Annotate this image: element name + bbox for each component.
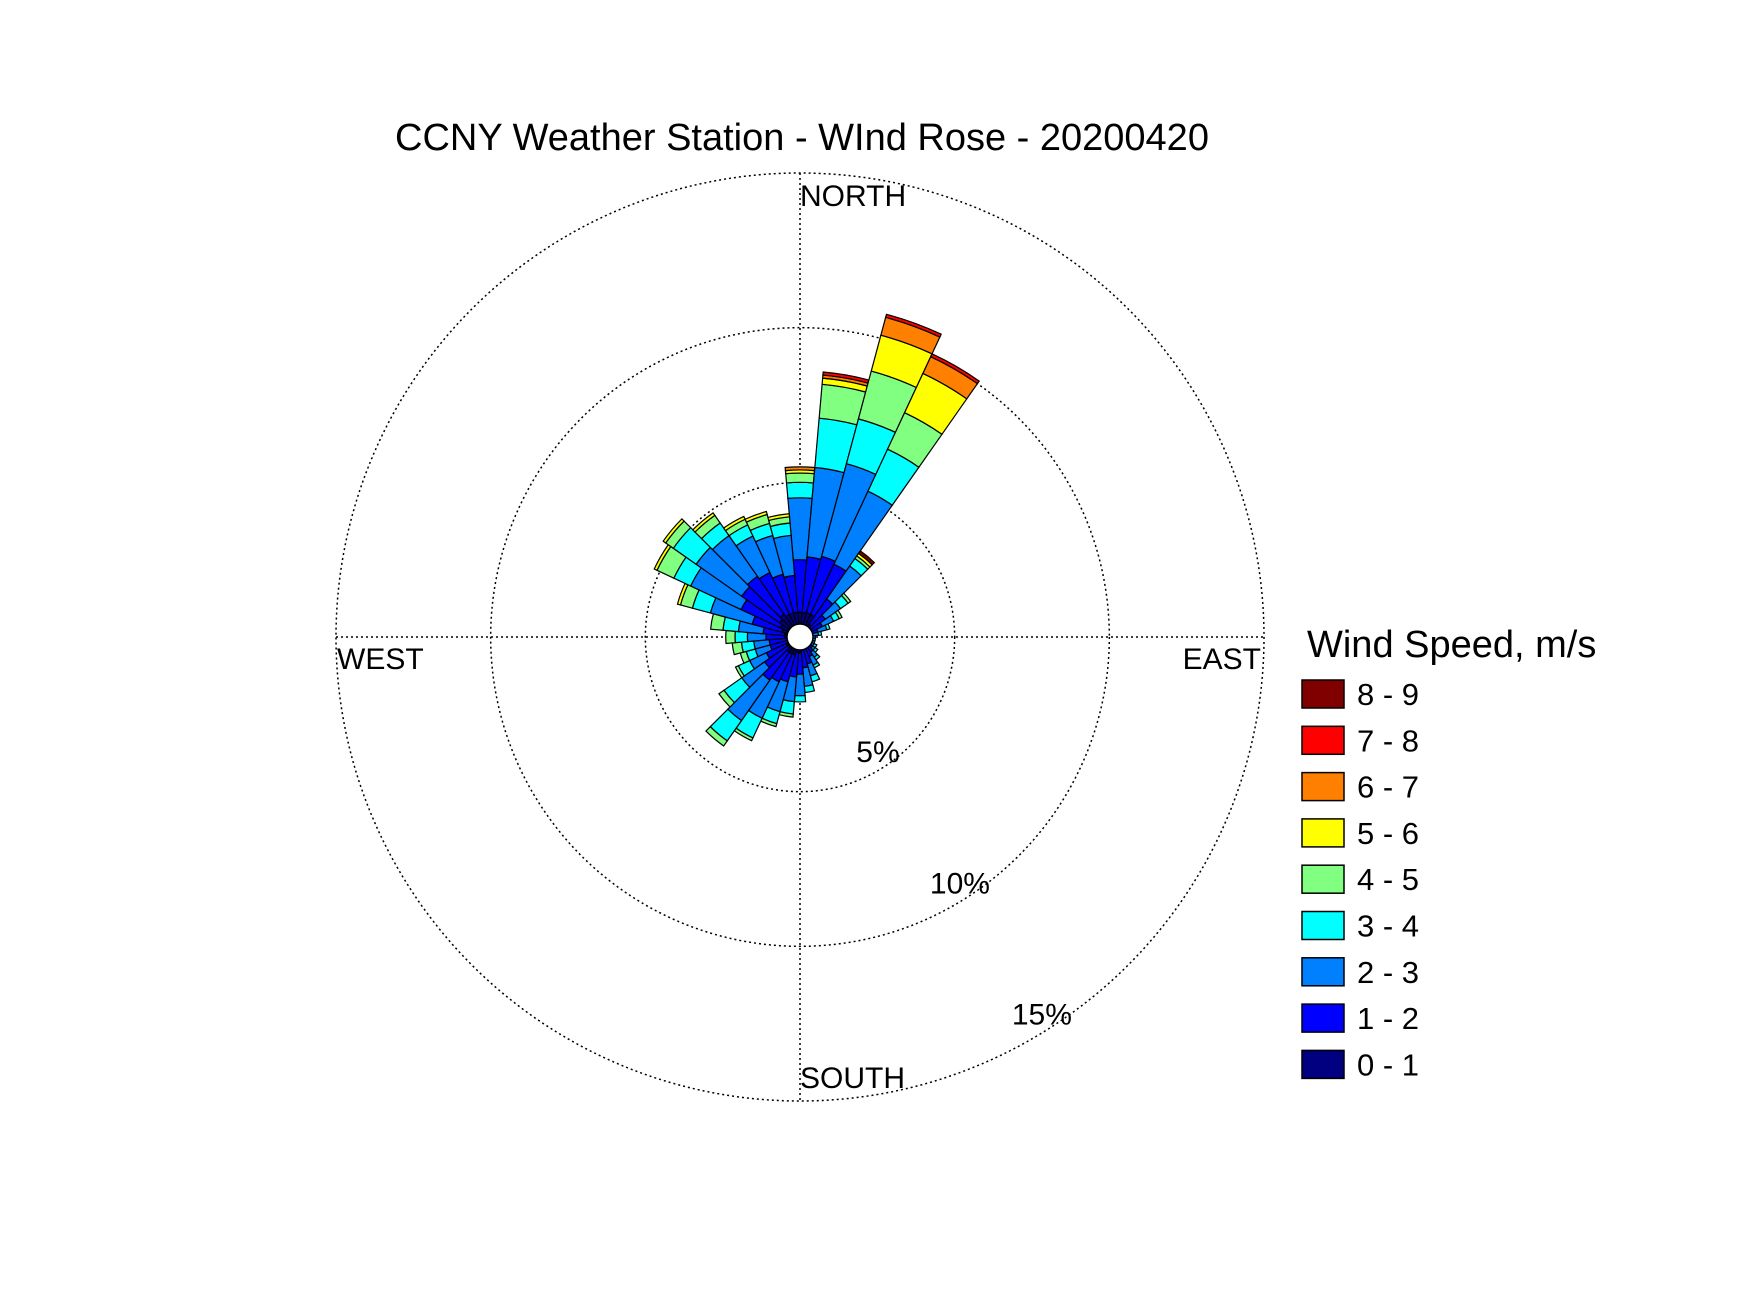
- wedge-240-bin-4: [734, 664, 746, 679]
- wedge-320-bin-5: [691, 512, 716, 533]
- chart-title: CCNY Weather Station - WInd Rose - 20200…: [395, 117, 1209, 159]
- grid-ring-5: [644, 481, 956, 793]
- grid-ring-15: [335, 172, 1265, 1102]
- wedge-20-bin-7: [884, 313, 942, 338]
- legend: 8 - 9 7 - 8 6 - 7 5 - 6 4 - 5 3 - 4 2 - 3 1 - 2…: [1301, 677, 1419, 1082]
- wedge-0-bin-3: [785, 481, 815, 499]
- ring-label-10: 10%: [930, 867, 990, 900]
- legend-title: Wind Speed, m/s: [1307, 624, 1596, 666]
- legend-label-6: 6 - 7: [1357, 770, 1419, 805]
- legend-label-0: 0 - 1: [1357, 1047, 1419, 1082]
- legend-label-5: 5 - 6: [1357, 816, 1419, 851]
- wedge-180-bin-3: [793, 694, 807, 703]
- legend-label-2: 2 - 3: [1357, 955, 1419, 990]
- wedge-220-bin-4: [705, 725, 729, 747]
- polar-grid: [335, 172, 1265, 1102]
- wedge-310-bin-5: [662, 518, 685, 544]
- grid-ring-10: [489, 326, 1111, 948]
- ring-labels: 5% 10% 15%: [856, 736, 1072, 1031]
- legend-label-1: 1 - 2: [1357, 1001, 1419, 1036]
- wedge-60-bin-4: [834, 609, 843, 620]
- wedge-170-bin-3: [803, 684, 816, 694]
- wedge-70-bin-3: [824, 623, 831, 631]
- wedge-50-bin-4: [840, 592, 852, 605]
- north-label: NORTH: [800, 180, 906, 213]
- west-label: WEST: [337, 643, 424, 676]
- wedge-260-bin-4: [731, 641, 744, 656]
- wedge-350-bin-5: [767, 513, 791, 522]
- wedge-270-bin-3: [734, 630, 749, 644]
- legend-swatch-5: [1301, 818, 1345, 848]
- legend-label-4: 4 - 5: [1357, 862, 1419, 897]
- legend-swatch-4: [1301, 864, 1345, 894]
- wind-sectors: [653, 313, 981, 747]
- wedge-80-bin-3: [817, 630, 823, 637]
- legend-label-7: 7 - 8: [1357, 723, 1419, 758]
- calm-center-circle: [786, 623, 814, 651]
- legend-swatch-6: [1301, 771, 1345, 802]
- wedge-340-bin-5: [744, 510, 768, 523]
- east-label: EAST: [1183, 643, 1261, 676]
- wedge-230-bin-4: [718, 689, 736, 708]
- wedge-270-bin-4: [725, 629, 736, 645]
- wedge-30-bin-7: [929, 353, 981, 385]
- legend-swatch-3: [1301, 910, 1345, 941]
- legend-swatch-0: [1301, 1049, 1345, 1080]
- ring-label-15: 15%: [1012, 998, 1072, 1031]
- south-label: SOUTH: [800, 1062, 905, 1095]
- legend-label-8: 8 - 9: [1357, 677, 1419, 712]
- legend-swatch-1: [1301, 1003, 1345, 1033]
- ring-label-5: 5%: [856, 736, 899, 769]
- wedge-40-bin-8: [857, 550, 876, 566]
- wedge-330-bin-5: [722, 515, 746, 532]
- legend-label-3: 3 - 4: [1357, 909, 1419, 944]
- wedge-0-bin-6: [784, 466, 816, 472]
- legend-swatch-2: [1301, 957, 1345, 987]
- legend-swatch-7: [1301, 725, 1345, 756]
- wedge-0-bin-4: [785, 472, 815, 484]
- legend-swatch-8: [1301, 679, 1345, 709]
